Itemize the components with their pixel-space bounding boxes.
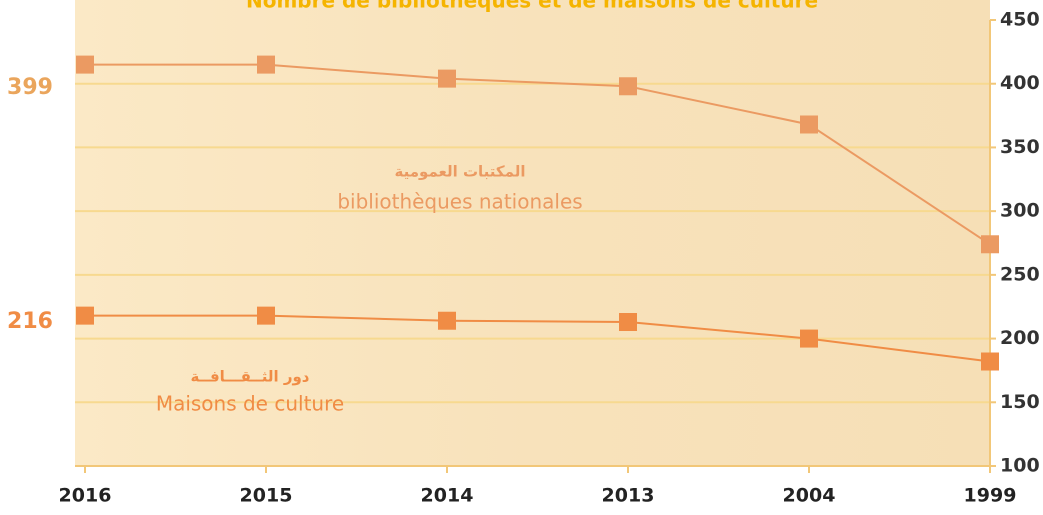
data-point xyxy=(257,306,275,325)
x-tick-label: 2014 xyxy=(421,485,474,507)
series-label: bibliothèques nationales xyxy=(337,190,582,214)
x-tick-label: 1999 xyxy=(964,485,1017,507)
series-line xyxy=(85,63,991,246)
series-label: Maisons de culture xyxy=(156,392,344,416)
side-label: 399 xyxy=(7,75,53,100)
side-label: 216 xyxy=(7,309,53,334)
series-label-ar: دور الثــقـــافــة xyxy=(190,368,309,386)
chart-title: Nombre de bibliothèques et de maisons de… xyxy=(246,0,818,13)
x-tick-label: 2004 xyxy=(783,485,836,507)
data-point xyxy=(619,313,637,332)
data-point xyxy=(438,311,456,330)
y-tick-label: 200 xyxy=(1000,327,1040,349)
y-tick-label: 450 xyxy=(1000,9,1040,31)
data-point xyxy=(800,329,818,348)
y-tick-label: 250 xyxy=(1000,263,1040,285)
y-tick-label: 100 xyxy=(1000,455,1040,477)
data-point xyxy=(76,55,94,74)
y-tick-label: 400 xyxy=(1000,72,1040,94)
series-label-ar: المكتبات العمومية xyxy=(395,163,526,181)
plot-background xyxy=(75,0,990,466)
data-point xyxy=(981,352,999,371)
data-point xyxy=(619,77,637,96)
data-point xyxy=(981,235,999,254)
y-tick-label: 350 xyxy=(1000,136,1040,158)
x-tick-label: 2013 xyxy=(602,485,655,507)
series-line xyxy=(85,314,991,363)
data-point xyxy=(76,306,94,325)
x-tick-label: 2016 xyxy=(59,485,112,507)
data-point xyxy=(800,115,818,134)
y-tick-label: 150 xyxy=(1000,391,1040,413)
data-point xyxy=(257,55,275,74)
x-tick-label: 2015 xyxy=(240,485,293,507)
y-tick-label: 300 xyxy=(1000,200,1040,222)
data-point xyxy=(438,69,456,88)
